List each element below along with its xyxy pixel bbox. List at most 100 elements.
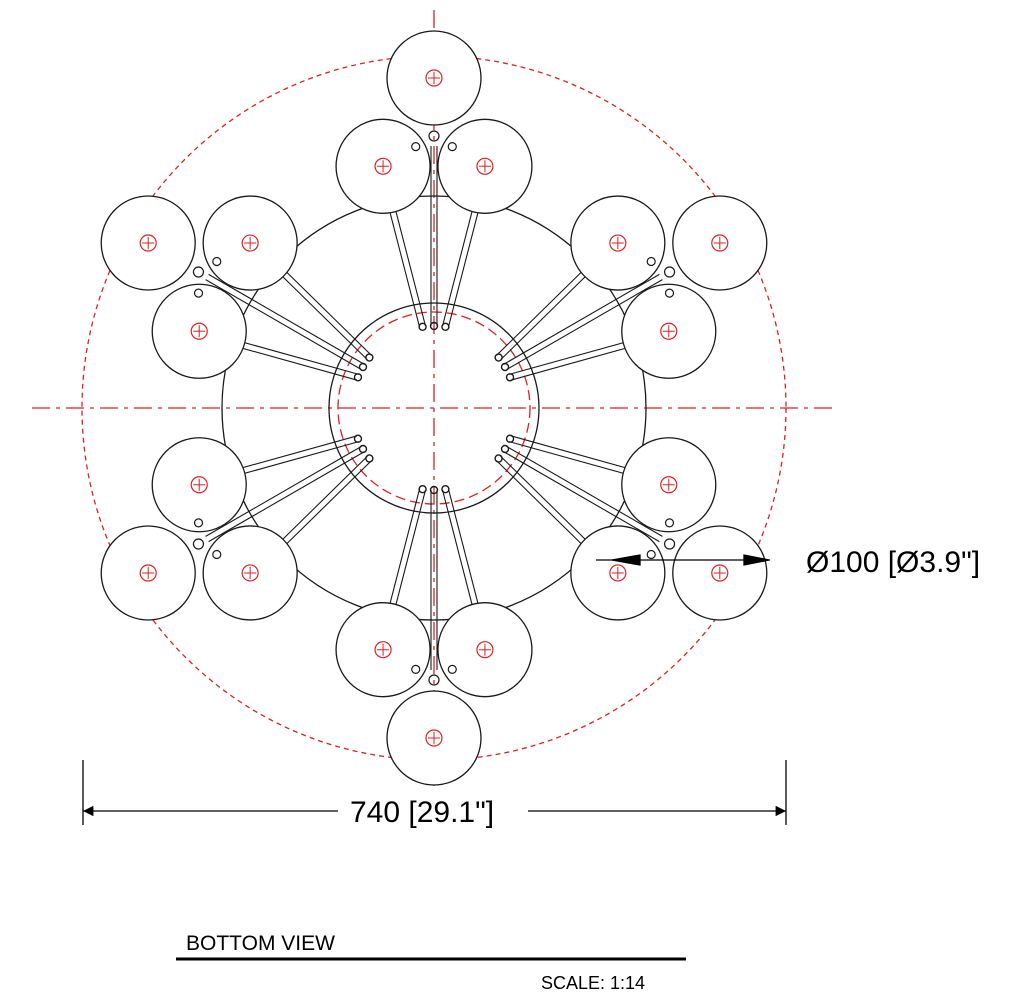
- connector-node: [192, 538, 205, 550]
- connector-node: [663, 538, 676, 550]
- ball-center-cross: [611, 237, 624, 250]
- stems: [205, 146, 663, 670]
- connector-node: [411, 142, 421, 152]
- scale-label: SCALE: 1:14: [541, 973, 645, 993]
- stem-socket: [505, 373, 515, 382]
- stem-socket: [500, 362, 510, 372]
- stem-socket: [494, 353, 503, 362]
- ball-center-mark: [241, 234, 259, 252]
- connector-node: [212, 256, 222, 267]
- ball-center-cross: [662, 325, 675, 338]
- ball-3: [672, 195, 768, 291]
- stem-socket: [429, 321, 439, 331]
- bowl-dim-arrow-left: [611, 554, 641, 566]
- bowl-diameter-label: Ø100 [Ø3.9"]: [806, 546, 980, 579]
- ball-11: [335, 602, 431, 698]
- stem-socket: [441, 485, 450, 494]
- connector-node: [447, 664, 457, 674]
- ball-center-mark: [660, 322, 678, 340]
- ball-center-mark: [476, 157, 494, 175]
- ball-center-cross: [142, 237, 155, 249]
- ball-center-cross: [244, 566, 257, 579]
- stem-2: [441, 196, 483, 328]
- ball-center-mark: [139, 564, 157, 582]
- stem-socket: [365, 454, 374, 463]
- ball-center-cross: [428, 72, 440, 84]
- ball-center-cross: [713, 567, 726, 579]
- stem-socket: [358, 362, 368, 372]
- stem-1: [430, 146, 438, 326]
- connector-node: [646, 256, 656, 267]
- ring-circle: [221, 195, 647, 621]
- stem-0: [385, 196, 427, 328]
- stem-9: [441, 488, 483, 620]
- ball-7: [621, 437, 717, 533]
- ball-center-cross: [428, 732, 440, 744]
- stem-socket: [441, 322, 450, 331]
- ball-1: [335, 118, 431, 214]
- connectors: [192, 130, 676, 686]
- ball-center-cross: [142, 567, 155, 579]
- balls: [100, 30, 768, 786]
- ball-center-mark: [425, 69, 443, 87]
- stem-16: [205, 273, 365, 371]
- ball-16: [151, 283, 247, 379]
- structure: [221, 195, 647, 621]
- connector-node: [664, 288, 675, 298]
- connector-node: [193, 288, 204, 298]
- hub-circle: [328, 302, 540, 514]
- connector-node: [663, 266, 676, 278]
- ball-center-cross: [193, 325, 206, 338]
- stem-10: [430, 490, 438, 670]
- connector-node: [664, 518, 675, 528]
- stem-socket: [494, 454, 503, 463]
- ball-center-cross: [713, 237, 726, 249]
- ball-center-mark: [190, 476, 208, 494]
- connector-node: [193, 518, 204, 528]
- ball-0: [386, 30, 482, 126]
- ball-center-cross: [244, 237, 257, 250]
- connector-node: [447, 142, 457, 152]
- ball-4: [570, 195, 666, 291]
- connector-node: [411, 664, 421, 674]
- connector-node: [212, 549, 222, 560]
- stem-socket: [500, 444, 510, 454]
- connector-node: [192, 266, 205, 278]
- ball-6: [672, 525, 768, 621]
- ball-center-mark: [476, 641, 494, 659]
- ball-center-cross: [478, 643, 491, 656]
- connector-node: [428, 674, 440, 686]
- ball-center-mark: [609, 564, 627, 582]
- stem-6: [509, 435, 640, 478]
- centerlines: [32, 10, 836, 790]
- ball-center-mark: [241, 564, 259, 582]
- inner-hub-centerline-circle: [337, 311, 531, 505]
- stem-socket: [353, 373, 363, 382]
- ball-14: [151, 437, 247, 533]
- stem-socket: [353, 434, 363, 443]
- ball-13: [202, 525, 298, 621]
- bowl-dim-arrow-right: [743, 554, 770, 566]
- stem-socket: [365, 353, 374, 362]
- connector-node: [646, 549, 656, 560]
- ball-center-cross: [377, 160, 390, 173]
- ball-center-cross: [478, 160, 491, 173]
- ball-center-cross: [611, 566, 624, 579]
- stem-5: [509, 338, 640, 381]
- overall-diameter-dimension: [82, 760, 787, 825]
- ball-center-mark: [425, 729, 443, 747]
- stem-socket: [429, 485, 439, 495]
- ball-17: [202, 195, 298, 291]
- stem-14: [228, 435, 359, 478]
- stem-12: [271, 455, 372, 555]
- stem-4: [503, 273, 663, 371]
- stem-11: [385, 488, 427, 620]
- ball-center-cross: [193, 478, 206, 491]
- ball-2: [437, 118, 533, 214]
- overall-diameter-label: 740 [29.1"]: [350, 796, 494, 829]
- stem-7: [503, 445, 663, 543]
- stem-8: [496, 455, 597, 555]
- ball-center-mark: [660, 476, 678, 494]
- stem-socket: [505, 434, 515, 443]
